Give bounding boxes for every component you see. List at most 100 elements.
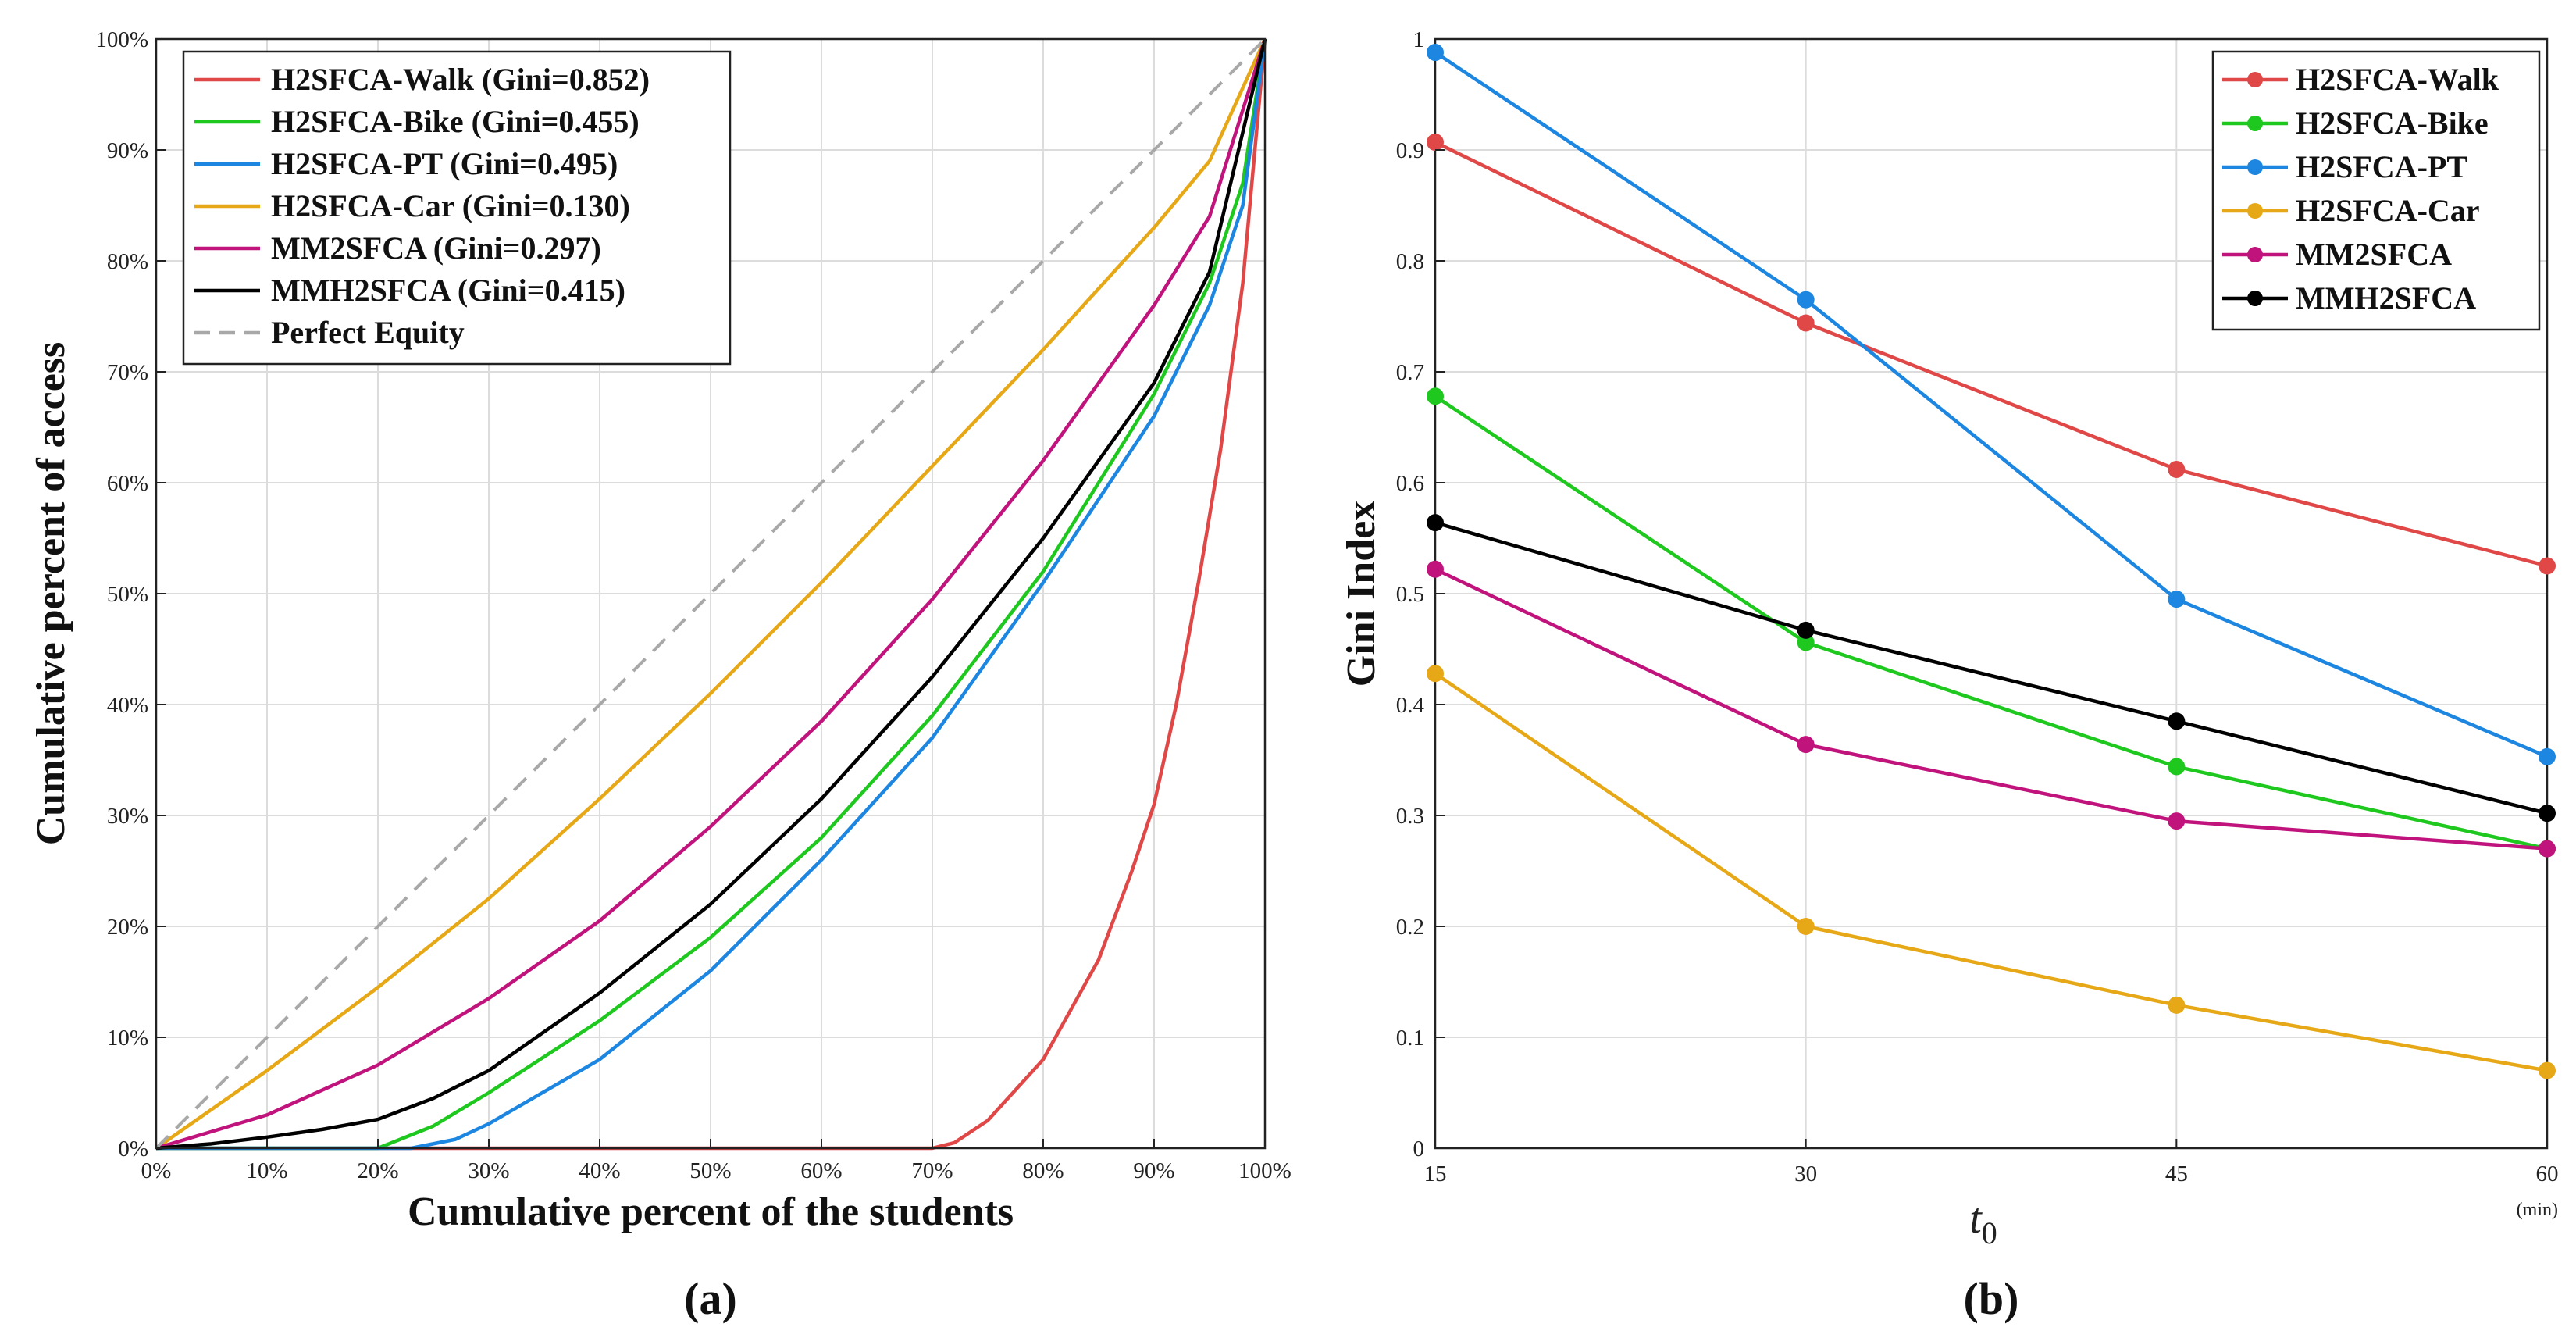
y-tick-label: 0.8 (1396, 249, 1424, 274)
y-tick-label: 0.6 (1396, 471, 1424, 496)
series-line-mmh2sfca-gini-0-415 (155, 38, 1267, 1151)
data-point-mmh2sfca (1427, 514, 1444, 532)
y-tick-label: 90% (107, 138, 148, 163)
y-tick-label: 20% (107, 915, 148, 940)
legend-item-label: MMH2SFCA (Gini=0.415) (271, 273, 625, 308)
data-point-mm2sfca (1427, 560, 1444, 578)
x-tick-label: 40% (579, 1158, 620, 1183)
legend-item-label: H2SFCA-PT (2296, 149, 2467, 184)
x-tick-label: 10% (246, 1158, 287, 1183)
x-axis-label: Cumulative percent of the students (408, 1190, 1014, 1234)
data-point-h2sfca-pt (1427, 44, 1444, 62)
legend-item-label: MM2SFCA (2296, 237, 2452, 272)
legend-marker (2247, 116, 2263, 131)
y-tick-label: 100% (95, 27, 148, 52)
series-line-h2sfca-walk (1434, 141, 2548, 568)
series-line-h2sfca-car-gini-0-130 (155, 38, 1267, 1150)
legend-marker (2247, 72, 2263, 87)
y-tick-label: 0.9 (1396, 138, 1424, 163)
y-tick-label: 0% (118, 1136, 148, 1161)
legend-item-label: H2SFCA-Walk (Gini=0.852) (271, 62, 650, 97)
data-point-h2sfca-walk (1797, 314, 1815, 332)
y-axis-label: Gini Index (1339, 501, 1384, 687)
y-tick-label: 50% (107, 582, 148, 607)
data-point-mm2sfca (1797, 736, 1815, 754)
legend-marker (2247, 203, 2263, 219)
x-tick-label: 0% (141, 1158, 172, 1183)
legend-item-label: H2SFCA-Bike (Gini=0.455) (271, 104, 640, 139)
x-tick-label: 20% (357, 1158, 398, 1183)
x-axis-label: t0 (1969, 1194, 1997, 1251)
x-tick-label: 45 (2165, 1161, 2188, 1186)
legend-item-label: H2SFCA-Car (2296, 193, 2480, 228)
data-point-h2sfca-bike (2168, 758, 2186, 776)
x-tick-label: 30 (1794, 1161, 1817, 1186)
data-point-h2sfca-car (2168, 996, 2186, 1014)
legend: H2SFCA-Walk (Gini=0.852) H2SFCA-Bike (Gin… (182, 50, 732, 366)
data-point-h2sfca-pt (2539, 747, 2556, 765)
y-tick-label: 0.2 (1396, 915, 1424, 940)
data-point-h2sfca-car (2539, 1061, 2556, 1079)
series-line-h2sfca-car (1434, 672, 2548, 1072)
x-tick-label: 90% (1133, 1158, 1174, 1183)
y-tick-label: 0.1 (1396, 1026, 1424, 1051)
panel-b-gini-chart: 15 30 45 60 0 0.1 0.2 0.3 0.4 0.5 0.6 0.7 0.8 0.9 1 t0 (… (1339, 27, 2559, 1324)
legend-item-label: MMH2SFCA (2296, 280, 2476, 316)
y-axis-label: Cumulative percent of access (29, 342, 73, 846)
y-tick-label: 0.7 (1396, 360, 1424, 385)
y-tick-label: 60% (107, 471, 148, 496)
x-tick-label: 60% (800, 1158, 842, 1183)
legend-marker (2247, 291, 2263, 306)
series-line-mm2sfca-gini-0-297 (155, 38, 1267, 1151)
x-tick-label: 30% (468, 1158, 509, 1183)
data-point-h2sfca-pt (2168, 591, 2186, 608)
data-point-h2sfca-car (1797, 918, 1815, 935)
legend-box (2211, 50, 2541, 331)
legend-item-label: MM2SFCA (Gini=0.297) (271, 230, 601, 266)
data-point-mm2sfca (2539, 840, 2556, 858)
y-tick-label: 70% (107, 360, 148, 385)
data-point-h2sfca-walk (2539, 557, 2556, 575)
series-line-h2sfca-bike (1434, 394, 2548, 851)
y-tick-label: 0.5 (1396, 582, 1424, 607)
data-point-h2sfca-pt (1797, 291, 1815, 309)
y-tick-label: 0.4 (1396, 693, 1425, 718)
series-line-h2sfca-pt-gini-0-495 (156, 38, 1267, 1151)
legend-item-label: H2SFCA-Car (Gini=0.130) (271, 188, 630, 223)
legend-item-label: H2SFCA-Walk (2296, 62, 2499, 97)
x-axis-label-subscript: 0 (1982, 1215, 1997, 1251)
data-point-h2sfca-bike (1797, 633, 1815, 651)
legend-item-label: Perfect Equity (271, 315, 465, 350)
data-point-mm2sfca (2168, 812, 2186, 830)
x-tick-label: 100% (1238, 1158, 1292, 1183)
data-point-h2sfca-bike (1427, 387, 1444, 405)
data-point-h2sfca-walk (2168, 460, 2186, 478)
series-line-perfect-equity (155, 37, 1267, 1150)
legend-item-label: H2SFCA-Bike (2296, 105, 2489, 141)
legend-marker (2247, 247, 2263, 262)
y-tick-label: 30% (107, 804, 148, 829)
series-line-mm2sfca (1434, 567, 2548, 851)
legend-box (182, 50, 732, 366)
y-tick-label: 0.3 (1396, 804, 1424, 829)
series-line-h2sfca-pt (1434, 51, 2548, 758)
y-tick-label: 10% (107, 1026, 148, 1051)
legend-marker (2247, 159, 2263, 175)
x-tick-label: 50% (689, 1158, 731, 1183)
data-point-h2sfca-car (1427, 665, 1444, 683)
data-point-h2sfca-walk (1427, 134, 1444, 152)
x-tick-label: 70% (911, 1158, 953, 1183)
series-line-h2sfca-walk-gini-0-852 (156, 38, 1267, 1151)
y-tick-label: 1 (1413, 27, 1425, 52)
panel-label: (b) (1964, 1273, 2019, 1324)
y-tick-label: 80% (107, 249, 148, 274)
x-tick-label: 15 (1424, 1161, 1447, 1186)
panel-label: (a) (684, 1273, 737, 1324)
x-tick-label: 60 (2536, 1161, 2559, 1186)
legend: H2SFCA-Walk H2SFCA-Bike H2SFCA-PT H2SFCA-Ca… (2211, 50, 2541, 331)
x-tick-label: 80% (1022, 1158, 1064, 1183)
data-point-mmh2sfca (2168, 712, 2186, 730)
y-tick-label: 40% (107, 693, 148, 718)
x-axis-unit: (min) (2517, 1200, 2558, 1220)
